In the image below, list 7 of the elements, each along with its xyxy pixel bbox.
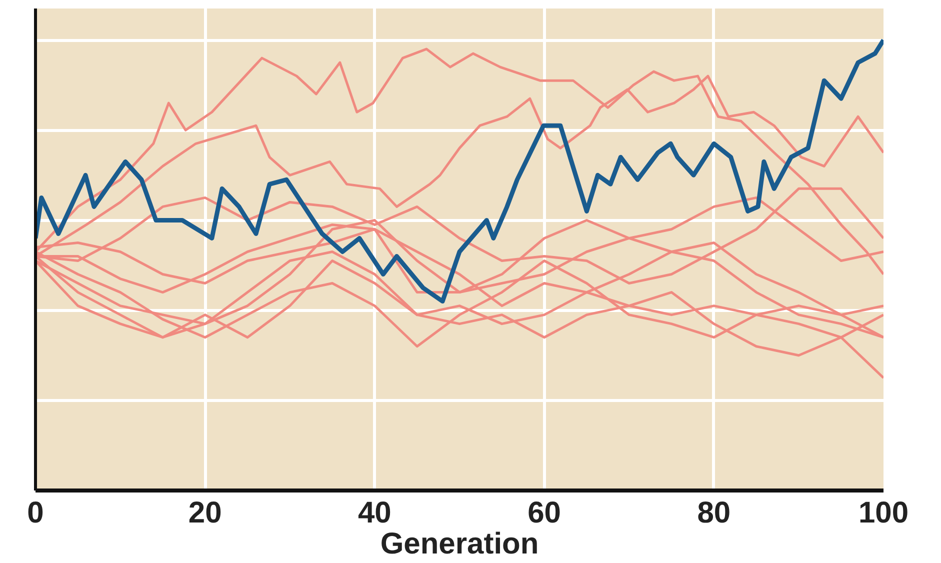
x-tick-label: 40 [358,496,392,530]
x-tick-label: 80 [697,496,731,530]
x-tick-label: 60 [528,496,561,530]
x-axis-title: Generation [380,528,539,560]
x-tick-label: 20 [188,496,222,530]
x-tick-label: 100 [858,496,909,530]
x-tick-label: 0 [27,496,44,530]
